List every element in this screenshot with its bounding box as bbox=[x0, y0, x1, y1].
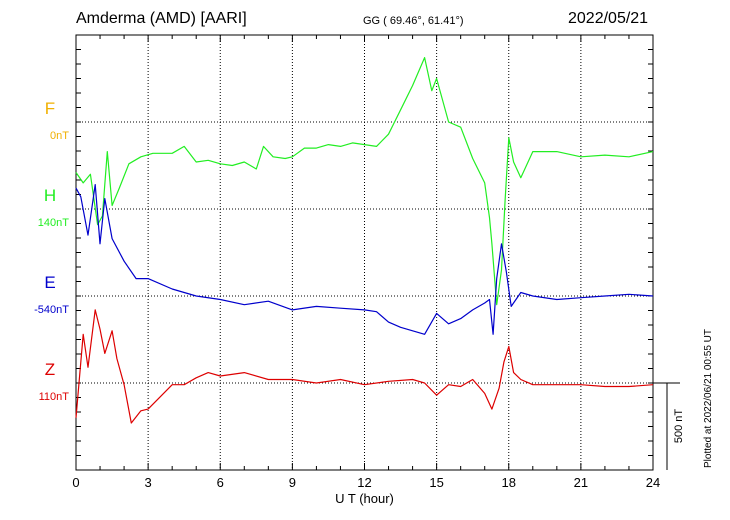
x-axis-label: U T (hour) bbox=[335, 491, 394, 506]
x-tick-label: 15 bbox=[429, 475, 443, 490]
x-tick-label: 21 bbox=[574, 475, 588, 490]
x-tick-label: 6 bbox=[217, 475, 224, 490]
series-name-e: E bbox=[44, 273, 55, 292]
plotted-timestamp: Plotted at 2022/06/21 00:55 UT bbox=[703, 329, 714, 468]
series-name-h: H bbox=[44, 186, 56, 205]
station-coords: GG ( 69.46°, 61.41°) bbox=[363, 15, 464, 27]
series-line-e bbox=[75, 184, 654, 335]
series-baseline-z: 110nT bbox=[39, 391, 70, 403]
station-title: Amderma (AMD) [AARI] bbox=[76, 10, 247, 27]
series-line-h bbox=[75, 56, 654, 306]
x-tick-label: 12 bbox=[357, 475, 371, 490]
scale-bar-label: 500 nT bbox=[673, 409, 685, 444]
chart-date: 2022/05/21 bbox=[568, 10, 649, 27]
x-tick-label: 9 bbox=[289, 475, 296, 490]
x-tick-label: 3 bbox=[145, 475, 152, 490]
series-name-z: Z bbox=[45, 360, 55, 379]
series-name-f: F bbox=[45, 99, 55, 118]
series-baseline-e: -540nT bbox=[34, 304, 69, 316]
series-baseline-f: 0nT bbox=[50, 130, 69, 142]
x-tick-label: 0 bbox=[72, 475, 79, 490]
x-tick-label: 18 bbox=[502, 475, 516, 490]
x-tick-label: 24 bbox=[646, 475, 660, 490]
series-baseline-h: 140nT bbox=[38, 217, 69, 229]
series-line-z bbox=[75, 309, 654, 424]
